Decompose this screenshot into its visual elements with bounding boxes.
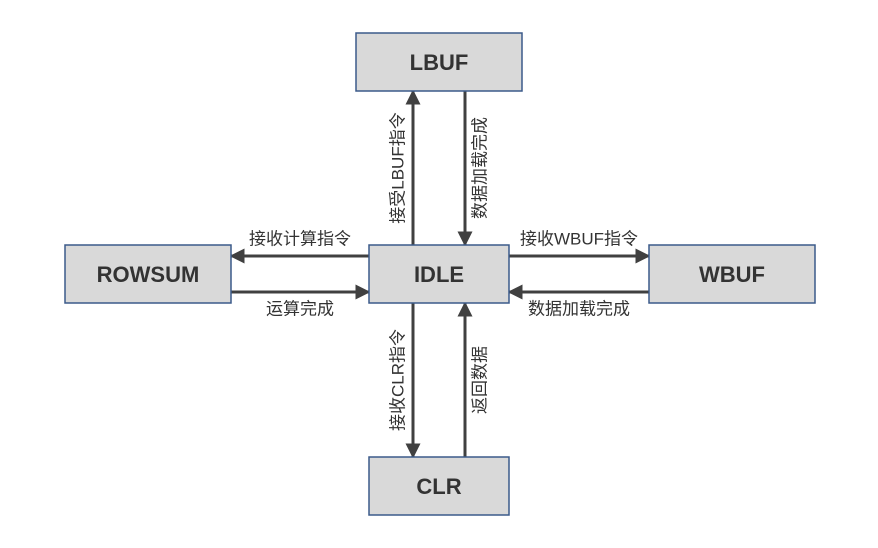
node-rowsum-label: ROWSUM [97,262,200,287]
node-clr: CLR [369,457,509,515]
node-idle-label: IDLE [414,262,464,287]
label-idle-to-wbuf: 接收WBUF指令 [520,229,638,248]
nodes-group: IDLE LBUF CLR ROWSUM WBUF [65,33,815,515]
label-idle-to-lbuf: 接受LBUF指令 [388,112,407,223]
node-lbuf-label: LBUF [410,50,469,75]
label-lbuf-to-idle: 数据加载完成 [470,117,489,219]
node-wbuf: WBUF [649,245,815,303]
node-wbuf-label: WBUF [699,262,765,287]
label-clr-to-idle: 返回数据 [470,346,489,414]
label-wbuf-to-idle: 数据加载完成 [528,299,630,318]
label-idle-to-clr: 接收CLR指令 [388,329,407,431]
node-clr-label: CLR [416,474,461,499]
node-rowsum: ROWSUM [65,245,231,303]
label-rowsum-to-idle: 运算完成 [266,299,334,318]
state-diagram: 接收计算指令 运算完成 接收WBUF指令 数据加载完成 接受LBUF指令 数据加… [0,0,878,548]
label-idle-to-rowsum: 接收计算指令 [249,229,351,248]
node-idle: IDLE [369,245,509,303]
node-lbuf: LBUF [356,33,522,91]
